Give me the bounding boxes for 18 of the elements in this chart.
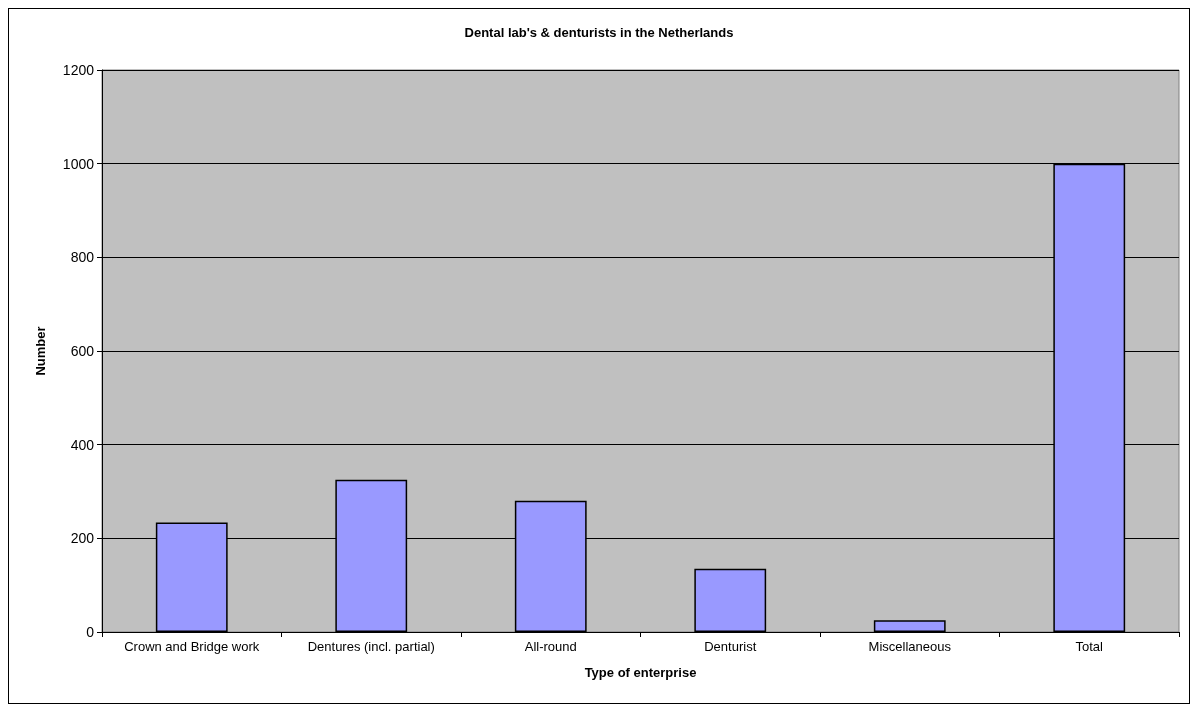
x-tick-label: Dentures (incl. partial) bbox=[307, 639, 435, 654]
x-tick-label: All-round bbox=[524, 639, 577, 654]
x-tick-label: Crown and Bridge work bbox=[124, 639, 260, 654]
bar bbox=[694, 568, 767, 632]
y-tick-label: 400 bbox=[70, 436, 95, 453]
x-axis-title: Type of enterprise bbox=[584, 665, 697, 680]
y-tick-label: 800 bbox=[70, 249, 95, 266]
bar bbox=[873, 620, 946, 632]
y-tick-label: 1200 bbox=[62, 62, 95, 78]
y-tick-label: 0 bbox=[86, 624, 95, 640]
y-axis-title: Number bbox=[33, 326, 48, 376]
chart-title: Dental lab's & denturists in the Netherlands bbox=[464, 25, 734, 40]
x-tick-label: Total bbox=[1075, 639, 1104, 654]
x-tick-label: Miscellaneous bbox=[868, 639, 952, 654]
y-tick-label: 200 bbox=[70, 530, 95, 547]
y-tick-label: 600 bbox=[70, 343, 95, 359]
y-tick-label: 1000 bbox=[62, 155, 95, 172]
x-tick-label: Denturist bbox=[704, 639, 757, 654]
